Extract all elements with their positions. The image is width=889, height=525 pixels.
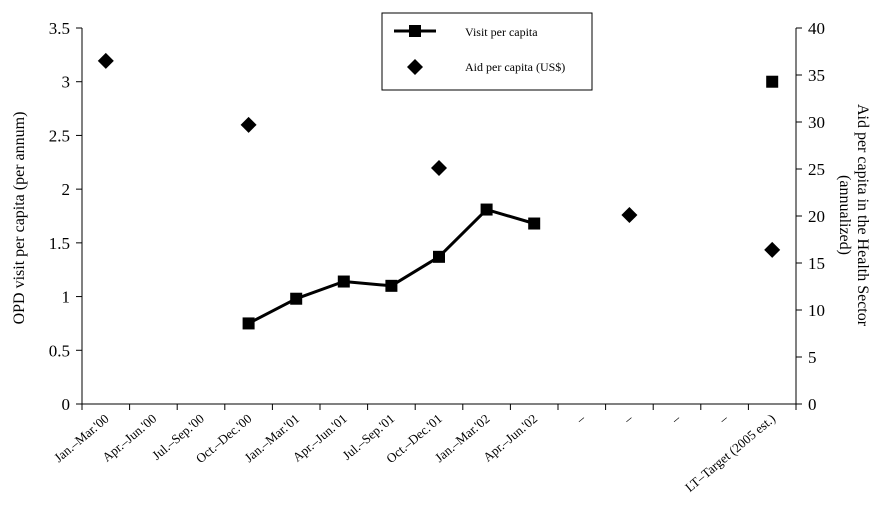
y2-tick-label: 30 [808,113,825,132]
aid-per-capita-point [764,241,781,258]
x-category-label: – [715,410,731,427]
visit-per-capita-point [242,317,255,330]
aid-per-capita-point [621,207,638,224]
x-axis-ticks: Jan.–Mar.'00Apr.–Jun.'00Jul.–Sep.'00Oct.… [51,404,797,495]
right-axis-ticks: 0 5 10 15 20 25 30 35 40 [796,19,825,414]
legend-marker-aid [407,59,423,75]
visit-per-capita-target-point [766,75,779,88]
y2-tick-label: 40 [808,19,825,38]
y-tick-label: 3.5 [49,19,70,38]
legend-marker-visit [409,25,421,37]
legend: Visit per capita Aid per capita (US$) [381,12,593,91]
aid-per-capita-point [240,116,257,133]
x-category-label: – [572,410,588,427]
y2-tick-label: 35 [808,66,825,85]
visit-per-capita-point [433,250,445,263]
y2-tick-label: 10 [808,301,825,320]
y-tick-label: 2 [62,180,71,199]
y-tick-label: 0 [62,395,71,414]
legend-label-visit: Visit per capita [465,25,538,39]
aid-per-capita-point [97,52,114,69]
y2-tick-label: 5 [808,348,817,367]
visit-per-capita-point [337,275,350,288]
y-tick-label: 0.5 [49,341,70,360]
y2-axis-title-line1: Aid per capita in the Health Sector [854,104,871,327]
y-tick-label: 2.5 [49,126,70,145]
y2-tick-label: 25 [808,160,825,179]
y2-tick-label: 15 [808,254,825,273]
aid-per-capita-point [431,160,447,177]
y2-axis-title-line2: (annualized) [836,175,853,255]
visit-per-capita-line [247,208,535,325]
x-category-label: LT–Target (2005 est.) [682,411,778,495]
visit-per-capita-point [385,279,398,292]
y-tick-label: 1 [62,288,71,307]
visit-per-capita-point [480,203,493,216]
x-category-label: – [668,410,684,427]
y-tick-label: 3 [62,73,71,92]
plot-area [81,28,797,405]
visit-per-capita-point [290,292,303,305]
visit-per-capita-point [528,217,541,230]
y-tick-label: 1.5 [49,234,70,253]
left-axis-ticks: 0 0.5 1 1.5 2 2.5 3 3.5 [49,19,82,414]
legend-label-aid: Aid per capita (US$) [465,60,565,74]
y2-tick-label: 0 [808,395,817,414]
y-axis-title: OPD visit per capita (per annum) [11,112,28,325]
x-category-label: – [620,410,636,427]
y2-tick-label: 20 [808,207,825,226]
